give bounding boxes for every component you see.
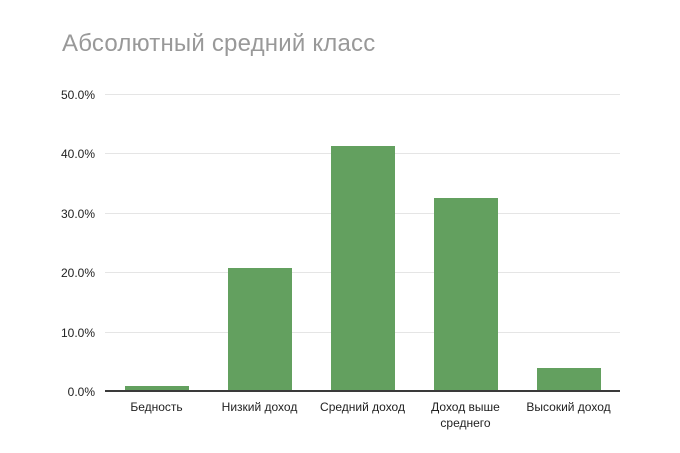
- y-tick-label: 40.0%: [60, 147, 95, 162]
- x-tick-label: Высокий доход: [526, 400, 611, 414]
- x-tick-label: Доход выше среднего: [431, 400, 500, 430]
- y-tick-label: 50.0%: [60, 88, 95, 102]
- y-tick-label: 30.0%: [60, 206, 95, 221]
- bar-4: [536, 368, 601, 392]
- bar-3: [433, 198, 498, 392]
- x-axis-labels: Бедность Низкий доход Средний доход Доход в…: [105, 400, 620, 431]
- plot-area: Бедность Низкий доход Средний доход Доход в…: [61, 88, 620, 430]
- bar-band: [311, 95, 414, 392]
- bar-band: [414, 95, 517, 392]
- y-tick-label: 0.0%: [67, 385, 95, 399]
- bar-0: [124, 386, 189, 392]
- gridline: [105, 94, 620, 95]
- bars-layer: [105, 95, 620, 392]
- bar-band: [208, 95, 311, 392]
- bar-1: [227, 268, 292, 392]
- y-tick-label: 20.0%: [60, 266, 95, 281]
- bar-band: [517, 95, 620, 392]
- y-tick-label: 10.0%: [60, 325, 95, 340]
- x-tick-label: Бедность: [130, 400, 183, 414]
- chart-title: Абсолютный средний класс: [62, 30, 376, 57]
- x-axis-line: [105, 390, 620, 392]
- bar-band: [105, 95, 208, 392]
- x-tick-label: Средний доход: [320, 400, 405, 414]
- x-tick-label: Низкий доход: [221, 400, 298, 414]
- bar-2: [330, 145, 395, 392]
